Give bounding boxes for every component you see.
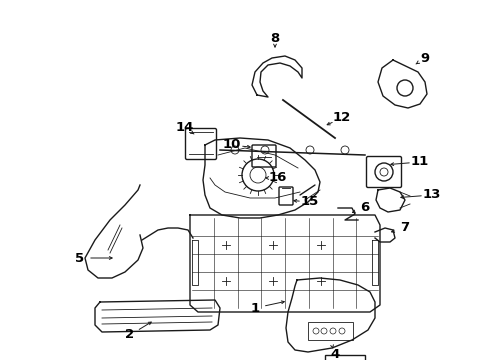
Text: 5: 5 xyxy=(75,252,84,265)
Bar xyxy=(325,355,364,360)
Text: 7: 7 xyxy=(400,221,409,234)
Text: 1: 1 xyxy=(250,301,259,315)
Text: 15: 15 xyxy=(300,195,319,208)
Text: 12: 12 xyxy=(332,112,350,125)
Text: 10: 10 xyxy=(223,139,241,152)
Text: 2: 2 xyxy=(125,328,134,342)
Bar xyxy=(307,322,352,340)
Text: 14: 14 xyxy=(176,121,194,135)
Text: 11: 11 xyxy=(410,156,428,168)
Text: 16: 16 xyxy=(268,171,286,184)
Text: 13: 13 xyxy=(422,189,440,202)
Text: 4: 4 xyxy=(330,348,339,360)
Text: 9: 9 xyxy=(420,51,428,64)
Text: 8: 8 xyxy=(270,31,279,45)
Text: 6: 6 xyxy=(360,202,369,215)
